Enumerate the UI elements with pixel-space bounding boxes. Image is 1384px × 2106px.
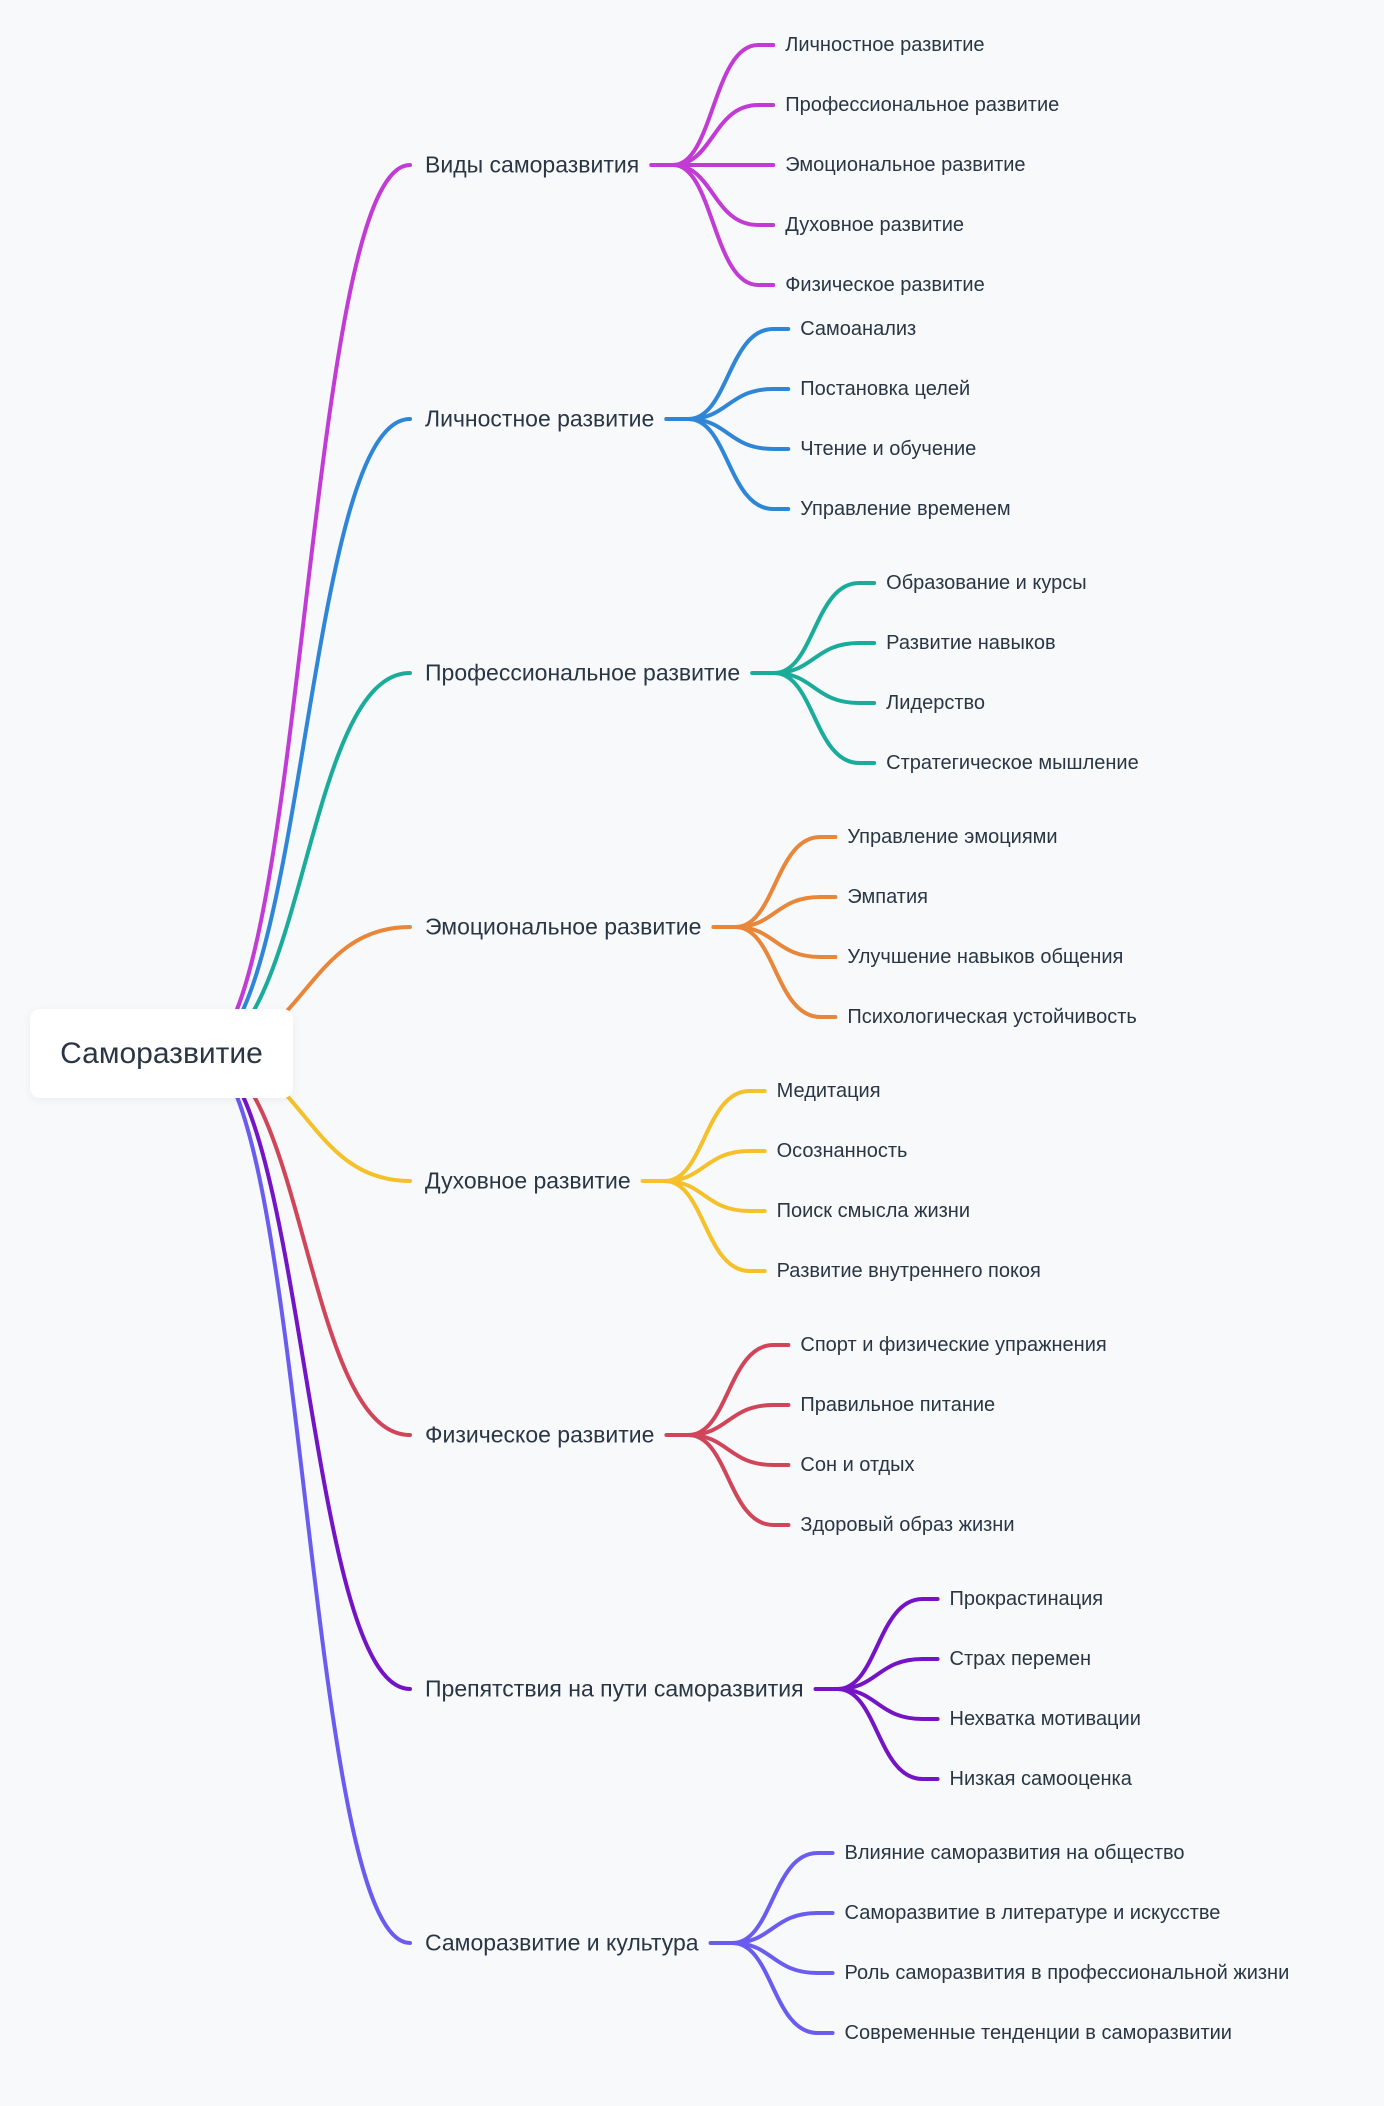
branch-node[interactable]: Профессиональное развитие — [425, 659, 741, 686]
child-link — [662, 1149, 767, 1183]
child-node[interactable]: Сон и отдых — [800, 1454, 915, 1476]
child-link — [835, 1657, 940, 1691]
child-node[interactable]: Саморазвитие в литературе и искусстве — [844, 1902, 1221, 1924]
child-link — [686, 417, 791, 511]
child-node[interactable]: Эмоциональное развитие — [785, 154, 1026, 176]
child-node[interactable]: Управление эмоциями — [847, 826, 1058, 848]
child-node[interactable]: Управление временем — [800, 498, 1011, 520]
child-node[interactable]: Духовное развитие — [785, 214, 965, 236]
root-branch-link — [198, 1051, 412, 1945]
root-branch-link — [198, 1051, 412, 1691]
root-branch-link — [198, 417, 412, 1055]
child-node[interactable]: Развитие внутреннего покоя — [776, 1260, 1041, 1282]
child-node[interactable]: Самоанализ — [800, 318, 917, 340]
child-node[interactable]: Осознанность — [776, 1140, 908, 1162]
branch-node[interactable]: Виды саморазвития — [425, 151, 640, 178]
child-node[interactable]: Современные тенденции в саморазвитии — [844, 2022, 1232, 2044]
child-link — [671, 163, 776, 287]
child-link — [686, 387, 791, 421]
child-link — [835, 1687, 940, 1781]
branch-node[interactable]: Духовное развитие — [425, 1167, 631, 1194]
root-node[interactable]: Саморазвитие — [30, 1009, 293, 1098]
child-node[interactable]: Правильное питание — [800, 1394, 996, 1416]
root-branch-link — [198, 163, 412, 1055]
branch-node[interactable]: Саморазвитие и культура — [425, 1929, 699, 1956]
branch-node[interactable]: Физическое развитие — [425, 1421, 655, 1448]
child-link — [686, 327, 791, 421]
child-node[interactable]: Личностное развитие — [785, 34, 985, 56]
child-node[interactable]: Прокрастинация — [949, 1588, 1104, 1610]
branch-node[interactable]: Препятствия на пути саморазвития — [425, 1675, 804, 1702]
child-node[interactable]: Физическое развитие — [785, 274, 985, 296]
child-link — [733, 925, 838, 1019]
branch-node[interactable]: Эмоциональное развитие — [425, 913, 702, 940]
child-node[interactable]: Образование и курсы — [886, 572, 1087, 594]
child-link — [662, 1089, 767, 1183]
child-node[interactable]: Влияние саморазвития на общество — [844, 1842, 1185, 1864]
child-node[interactable]: Улучшение навыков общения — [847, 946, 1124, 968]
child-node[interactable]: Постановка целей — [800, 378, 971, 400]
child-node[interactable]: Поиск смысла жизни — [776, 1200, 971, 1222]
child-link — [686, 1433, 791, 1527]
child-link — [733, 835, 838, 929]
child-node[interactable]: Эмпатия — [847, 886, 928, 908]
child-link — [686, 1343, 791, 1437]
child-node[interactable]: Роль саморазвития в профессиональной жиз… — [844, 1962, 1290, 1984]
child-node[interactable]: Развитие навыков — [886, 632, 1056, 654]
child-link — [730, 1941, 835, 2035]
child-link — [671, 43, 776, 167]
child-link — [730, 1911, 835, 1945]
root-label: Саморазвитие — [60, 1036, 263, 1070]
child-link — [730, 1851, 835, 1945]
child-link — [662, 1179, 767, 1273]
child-node[interactable]: Страх перемен — [949, 1648, 1092, 1670]
child-node[interactable]: Профессиональное развитие — [785, 94, 1060, 116]
child-node[interactable]: Стратегическое мышление — [886, 752, 1139, 774]
child-link — [671, 103, 776, 167]
child-link — [733, 895, 838, 929]
child-node[interactable]: Медитация — [776, 1080, 881, 1102]
child-link — [835, 1597, 940, 1691]
child-link — [772, 581, 877, 675]
child-link — [686, 1403, 791, 1437]
child-node[interactable]: Лидерство — [886, 692, 986, 714]
child-node[interactable]: Спорт и физические упражнения — [800, 1334, 1107, 1356]
child-link — [772, 641, 877, 675]
child-node[interactable]: Психологическая устойчивость — [847, 1006, 1137, 1028]
child-node[interactable]: Здоровый образ жизни — [800, 1514, 1015, 1536]
child-node[interactable]: Чтение и обучение — [800, 438, 977, 460]
child-node[interactable]: Нехватка мотивации — [949, 1708, 1141, 1730]
branch-node[interactable]: Личностное развитие — [425, 405, 655, 432]
child-node[interactable]: Низкая самооценка — [949, 1768, 1132, 1790]
child-link — [772, 671, 877, 765]
